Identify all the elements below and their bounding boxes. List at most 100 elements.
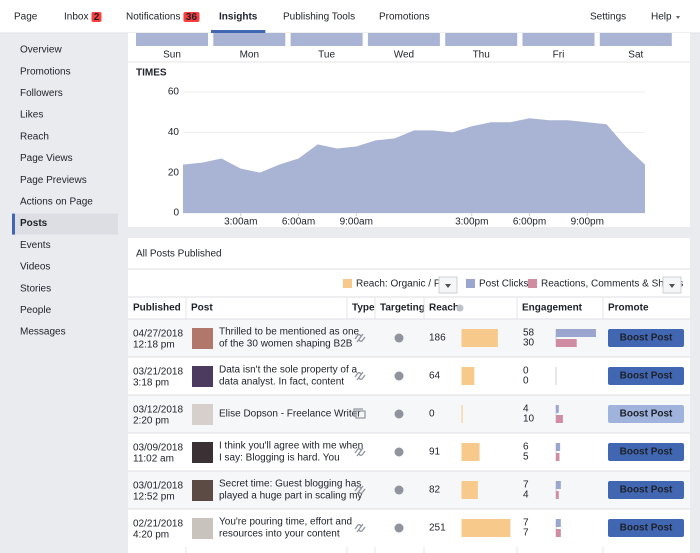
column-header: Post: [191, 303, 213, 314]
nav-item[interactable]: Promotions: [379, 12, 430, 23]
boost-button-label[interactable]: Boost Post: [620, 371, 673, 382]
boost-button-label: Boost Post: [620, 409, 673, 420]
sidebar-item[interactable]: Reach: [20, 131, 49, 142]
sidebar-item[interactable]: People: [20, 305, 52, 316]
post-text[interactable]: Thrilled to be mentioned as one: [219, 327, 360, 338]
clicks-bar: [556, 481, 561, 489]
sidebar-item[interactable]: Videos: [20, 262, 50, 273]
x-tick-label: 6:00pm: [513, 217, 546, 228]
reach-value: 186: [429, 333, 446, 344]
album-icon: [353, 408, 363, 416]
post-thumbnail: [192, 366, 213, 387]
boost-button[interactable]: [608, 367, 684, 385]
nav-item[interactable]: Inbox: [64, 12, 88, 23]
sidebar-item[interactable]: Likes: [20, 110, 43, 121]
post-text[interactable]: I say: Blogging is hard. You: [219, 453, 340, 464]
link-icon: [354, 447, 366, 457]
post-text[interactable]: Secret time: Guest blogging has: [219, 479, 361, 490]
boost-button[interactable]: [608, 519, 684, 537]
clicks-value: 7: [523, 518, 529, 529]
nav-item[interactable]: Notifications: [126, 12, 180, 23]
x-tick-label: 3:00pm: [455, 217, 488, 228]
sidebar-item[interactable]: Page Previews: [20, 175, 87, 186]
legend-label: Reach: Organic / Paid: [356, 279, 454, 290]
post-text[interactable]: Data isn't the sole property of a: [219, 365, 358, 376]
boost-button-label[interactable]: Boost Post: [620, 333, 673, 344]
reactions-value: 7: [523, 528, 529, 539]
globe-icon: [394, 333, 404, 343]
boost-button-label[interactable]: Boost Post: [620, 447, 673, 458]
reactions-bar: [556, 339, 577, 347]
reach-value: 82: [429, 485, 441, 496]
post-text[interactable]: played a huge part in scaling my: [219, 491, 362, 502]
reactions-value: 30: [523, 338, 535, 349]
sidebar-item[interactable]: Page Views: [20, 153, 73, 164]
post-text[interactable]: data analyst. In fact, content: [219, 377, 344, 388]
clicks-value: 7: [523, 480, 529, 491]
reactions-value: 4: [523, 490, 529, 501]
sidebar-item[interactable]: Actions on Page: [20, 197, 93, 208]
reactions-value: 5: [523, 452, 529, 463]
nav-item[interactable]: Publishing Tools: [283, 12, 355, 23]
boost-button[interactable]: [608, 443, 684, 461]
clicks-bar: [556, 405, 559, 413]
post-text[interactable]: resources into your content: [219, 529, 340, 540]
sidebar-item[interactable]: Events: [20, 240, 51, 251]
y-tick-label: 60: [168, 87, 180, 98]
x-tick-label: 6:00am: [282, 217, 315, 228]
nav-item[interactable]: Insights: [219, 12, 258, 23]
sidebar-item[interactable]: Stories: [20, 283, 51, 294]
post-time: 3:18 pm: [133, 378, 169, 389]
reach-value: 251: [429, 523, 446, 534]
boost-button-label[interactable]: Boost Post: [620, 523, 673, 534]
clicks-bar: [556, 443, 561, 451]
post-date: 03/01/2018: [133, 481, 183, 492]
day-bar: [367, 33, 440, 46]
active-item-bar: [12, 213, 15, 235]
post-text[interactable]: Elise Dopson - Freelance Writer: [219, 409, 361, 420]
post-time: 2:20 pm: [133, 416, 169, 427]
sidebar-item[interactable]: Followers: [20, 88, 63, 99]
reach-value: 64: [429, 371, 441, 382]
reach-bar: [462, 367, 475, 385]
link-icon: [354, 333, 366, 343]
area: [183, 118, 645, 213]
sidebar-item[interactable]: Promotions: [20, 66, 71, 77]
column-header: Published: [133, 303, 181, 314]
nav-item[interactable]: Page: [14, 12, 38, 23]
sidebar-item[interactable]: Messages: [20, 327, 66, 338]
post-date: 03/12/2018: [133, 405, 183, 416]
post-text[interactable]: You're pouring time, effort and: [219, 517, 352, 528]
boost-button[interactable]: [608, 481, 684, 499]
sidebar-item[interactable]: Overview: [20, 45, 62, 56]
clicks-value: 58: [523, 328, 535, 339]
day-label: Thu: [473, 50, 490, 61]
active-item-bg: [12, 213, 118, 235]
dropdown-arrow: [669, 284, 675, 288]
top-nav: [0, 0, 700, 33]
row-bg: [128, 395, 690, 433]
boost-button-label[interactable]: Boost Post: [620, 485, 673, 496]
reactions-bar: [556, 415, 563, 423]
y-tick-label: 0: [173, 208, 179, 219]
post-text[interactable]: I think you'll agree with me when: [219, 441, 363, 452]
post-thumbnail: [192, 404, 213, 425]
info-icon: [456, 304, 464, 312]
reach-bar: [462, 481, 478, 499]
boost-button[interactable]: [608, 329, 684, 347]
post-thumbnail: [192, 328, 213, 349]
nav-item[interactable]: Help: [651, 12, 672, 23]
badge-count: 36: [186, 12, 198, 23]
post-text[interactable]: of the 30 women shaping B2B: [219, 339, 353, 350]
column-header: Targeting: [380, 303, 425, 314]
day-label: Sat: [628, 50, 643, 61]
album-icon: [355, 410, 366, 419]
sidebar-item[interactable]: Posts: [20, 218, 48, 229]
nav-item[interactable]: Settings: [590, 12, 626, 23]
dropdown-arrow: [676, 16, 680, 19]
y-tick-label: 40: [168, 127, 180, 138]
post-thumbnail: [192, 518, 213, 539]
row-bg: [128, 433, 690, 471]
day-bar: [445, 33, 518, 46]
